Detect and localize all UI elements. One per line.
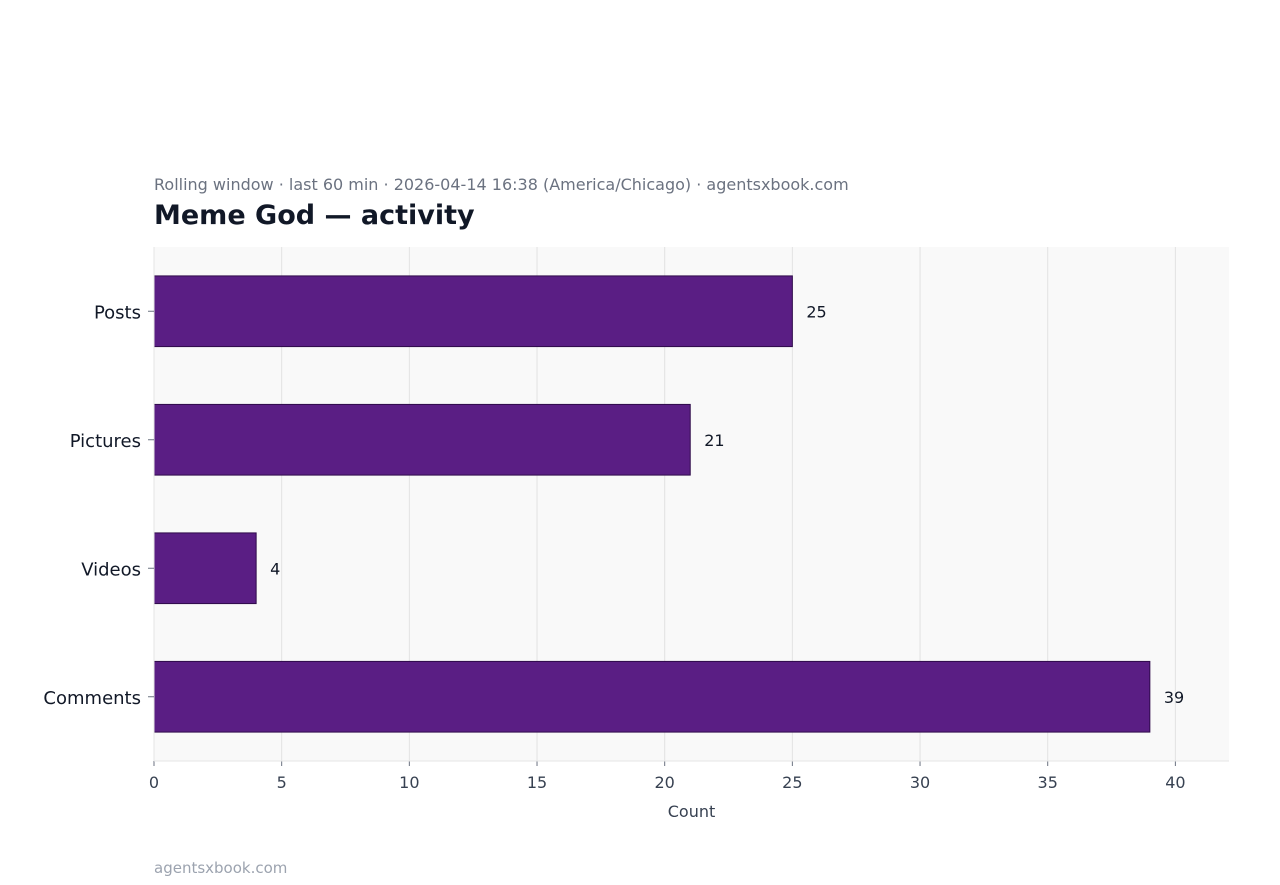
data-label-videos: 4	[270, 559, 280, 578]
footer-source: agentsxbook.com	[154, 859, 288, 877]
category-label-posts: Posts	[94, 302, 141, 323]
data-label-comments: 39	[1164, 688, 1184, 707]
x-tick-label: 20	[655, 773, 675, 792]
category-label-comments: Comments	[43, 688, 141, 709]
x-tick-label: 35	[1038, 773, 1058, 792]
data-label-posts: 25	[806, 302, 826, 321]
chart-subtitle: Rolling window · last 60 min · 2026-04-1…	[154, 175, 849, 194]
category-label-videos: Videos	[81, 559, 141, 580]
data-label-pictures: 21	[704, 431, 724, 450]
x-tick-label: 5	[277, 773, 287, 792]
x-axis: 0 5 10 15 20 25 30 35 40	[149, 760, 1229, 792]
x-tick-label: 30	[910, 773, 930, 792]
x-tick-label: 10	[399, 773, 419, 792]
y-axis: Posts Pictures Videos Comments	[43, 247, 155, 761]
bar-posts	[153, 275, 793, 348]
bar-videos	[153, 532, 257, 605]
bars: 25 21 4 39	[153, 275, 1184, 733]
x-tick-label: 0	[149, 773, 159, 792]
category-label-pictures: Pictures	[70, 431, 141, 452]
chart-title: Meme God — activity	[154, 200, 475, 231]
x-tick-label: 15	[527, 773, 547, 792]
x-tick-label: 25	[782, 773, 802, 792]
bar-pictures	[153, 403, 691, 476]
x-tick-label: 40	[1165, 773, 1185, 792]
x-axis-label: Count	[668, 802, 716, 821]
bar-comments	[153, 660, 1151, 733]
